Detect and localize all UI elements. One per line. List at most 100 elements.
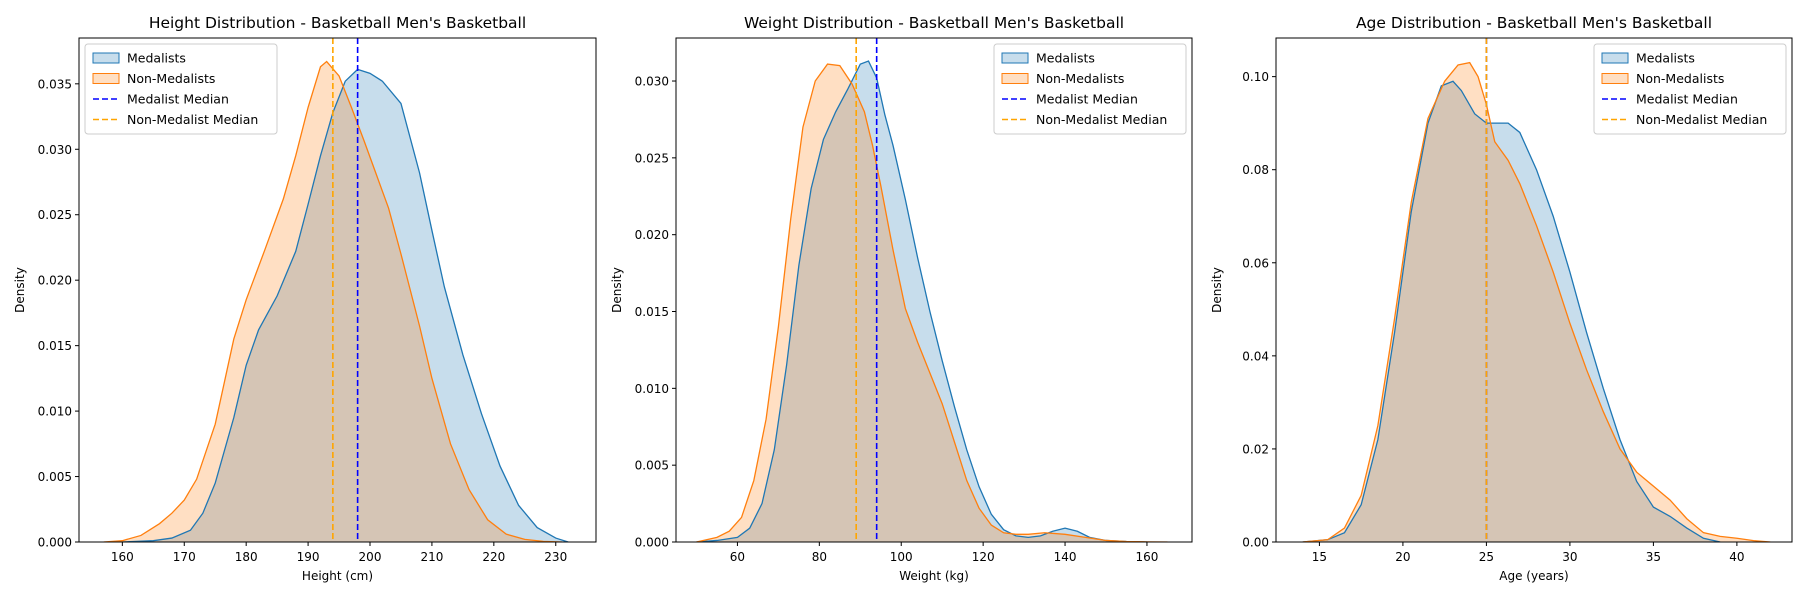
x-tick-label: 15 (1312, 550, 1327, 564)
x-tick-label: 120 (972, 550, 995, 564)
y-tick-label: 0.015 (635, 305, 669, 319)
x-axis-label: Height (cm) (302, 569, 373, 583)
legend-label: Non-Medalist Median (1036, 112, 1167, 127)
legend-entry-non-medalist-median: Non-Medalist Median (1002, 112, 1167, 127)
medalists-density-fill (122, 69, 569, 542)
x-tick-label: 180 (235, 550, 258, 564)
legend-label: Non-Medalists (1036, 71, 1124, 86)
chart-panel: 15 20 25 30 35 40 0.00 0.02 0.04 0.06 0.08 0.10 Age … (1210, 14, 1793, 583)
y-axis-label: Density (13, 267, 27, 313)
chart-title: Age Distribution - Basketball Men's Bask… (1356, 14, 1712, 32)
y-tick-label: 0.06 (1242, 256, 1269, 270)
plot-area (696, 38, 1168, 542)
legend-swatch (92, 73, 120, 84)
x-axis-label: Weight (kg) (899, 569, 969, 583)
medalists-density-line (1302, 80, 1721, 542)
legend-label: Medalist Median (1036, 92, 1138, 107)
medalists-density-line (696, 60, 1147, 542)
y-tick-label: 0.020 (635, 228, 669, 242)
legend-entry-medalists: Medalists (1601, 51, 1695, 66)
x-tick-label: 80 (812, 550, 827, 564)
legend-swatch (92, 52, 120, 64)
x-tick-label: 100 (890, 550, 913, 564)
y-tick-label: 0.010 (635, 382, 669, 396)
chart-panel: 60 80 100 120 140 160 0.000 0.005 0.010 0.015 0.02… (610, 14, 1193, 583)
legend-entry-non-medalists: Non-Medalists (1601, 71, 1724, 86)
x-tick-label: 160 (1135, 550, 1158, 564)
non-medalists-density-fill (1302, 62, 1771, 542)
x-tick-label: 220 (482, 550, 505, 564)
legend-label: Non-Medalist Median (1636, 112, 1767, 127)
legend-label: Medalists (1636, 51, 1695, 66)
legend: Medalists Non-Medalists Medalist Median Non… (84, 43, 278, 135)
chart-panel: 160 170 180 190 200 210 220 230 0.000 0.005 0.010 0… (13, 14, 597, 583)
legend-box (993, 43, 1187, 135)
x-tick-label: 30 (1562, 550, 1577, 564)
x-tick-label: 35 (1646, 550, 1661, 564)
legend-label: Non-Medalists (1636, 71, 1724, 86)
x-tick-label: 40 (1729, 550, 1744, 564)
y-tick-label: 0.025 (635, 151, 669, 165)
legend-entry-non-medalist-median: Non-Medalist Median (1602, 112, 1767, 127)
legend-swatch (1601, 52, 1629, 64)
legend-entry-non-medalists: Non-Medalists (1001, 71, 1124, 86)
legend-label: Medalist Median (127, 92, 229, 107)
x-tick-label: 190 (297, 550, 320, 564)
y-tick-label: 0.04 (1242, 349, 1269, 363)
legend-label: Non-Medalists (127, 71, 215, 86)
y-tick-label: 0.025 (38, 208, 72, 222)
plot-area (1302, 38, 1771, 542)
non-medalists-density-fill (696, 64, 1168, 542)
legend-entry-non-medalists: Non-Medalists (92, 71, 215, 86)
medalists-density-fill (696, 61, 1147, 542)
y-tick-label: 0.00 (1242, 536, 1269, 550)
y-tick-label: 0.02 (1242, 442, 1269, 456)
legend-entry-medalists: Medalists (92, 51, 186, 66)
y-tick-label: 0.010 (38, 405, 72, 419)
x-tick-label: 25 (1479, 550, 1494, 564)
y-tick-label: 0.005 (38, 470, 72, 484)
y-axis-label: Density (1210, 267, 1224, 313)
legend-swatch (1001, 73, 1029, 84)
y-tick-label: 0.035 (38, 77, 72, 91)
legend-swatch (1601, 73, 1629, 84)
y-tick-label: 0.000 (635, 536, 669, 550)
y-tick-label: 0.10 (1242, 70, 1269, 84)
non-medalists-density-line (1302, 61, 1771, 542)
x-tick-label: 230 (544, 550, 567, 564)
x-tick-label: 20 (1395, 550, 1410, 564)
legend-entry-medalist-median: Medalist Median (1602, 92, 1738, 107)
non-medalists-density-line (103, 60, 562, 542)
plot-area (103, 38, 569, 542)
legend-box (84, 43, 278, 135)
legend-label: Medalists (127, 51, 186, 66)
x-tick-label: 210 (420, 550, 443, 564)
y-tick-label: 0.030 (38, 143, 72, 157)
legend-swatch (1001, 52, 1029, 64)
legend: Medalists Non-Medalists Medalist Median Non… (1593, 43, 1787, 135)
x-tick-label: 170 (173, 550, 196, 564)
y-tick-label: 0.015 (38, 339, 72, 353)
legend-entry-medalists: Medalists (1001, 51, 1095, 66)
medalists-density-line (122, 68, 569, 542)
legend: Medalists Non-Medalists Medalist Median Non… (993, 43, 1187, 135)
y-tick-label: 0.08 (1242, 163, 1269, 177)
x-tick-label: 140 (1054, 550, 1077, 564)
legend-label: Medalists (1036, 51, 1095, 66)
legend-entry-medalist-median: Medalist Median (93, 92, 229, 107)
y-tick-label: 0.000 (38, 536, 72, 550)
chart-title: Weight Distribution - Basketball Men's B… (744, 14, 1124, 32)
y-tick-label: 0.005 (635, 459, 669, 473)
chart-title: Height Distribution - Basketball Men's B… (149, 14, 526, 32)
axes-frame (675, 37, 1193, 543)
y-axis-label: Density (610, 267, 624, 313)
x-tick-label: 200 (359, 550, 382, 564)
legend-label: Medalist Median (1636, 92, 1738, 107)
legend-label: Non-Medalist Median (127, 112, 258, 127)
x-tick-label: 160 (111, 550, 134, 564)
y-tick-label: 0.020 (38, 274, 72, 288)
legend-entry-medalist-median: Medalist Median (1002, 92, 1138, 107)
legend-entry-non-medalist-median: Non-Medalist Median (93, 112, 258, 127)
axes-frame (78, 37, 597, 543)
